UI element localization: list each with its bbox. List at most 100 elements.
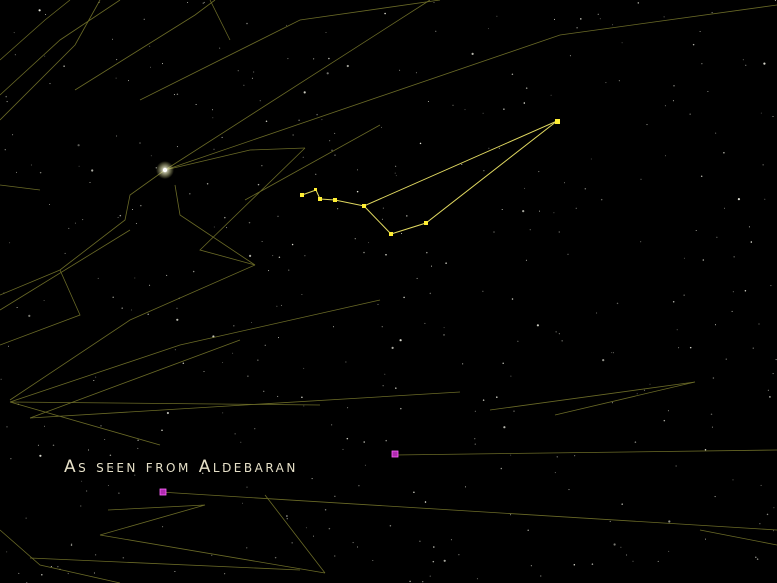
background-star: [605, 82, 607, 84]
background-star: [381, 326, 383, 328]
constellation-line: [244, 124, 381, 201]
background-star: [770, 285, 772, 287]
background-star: [189, 193, 191, 195]
background-star: [0, 378, 2, 380]
background-star: [93, 572, 95, 574]
background-star: [116, 135, 118, 137]
constellation-line: [99, 534, 326, 574]
constellation-line: [0, 184, 41, 191]
background-star: [259, 100, 261, 102]
background-star: [567, 253, 569, 255]
background-star: [222, 412, 224, 414]
background-star: [5, 95, 7, 98]
background-star: [12, 134, 14, 136]
background-star: [211, 554, 213, 556]
background-star: [695, 230, 697, 231]
background-star: [620, 546, 622, 548]
background-star: [676, 329, 678, 331]
background-star: [213, 148, 215, 150]
purple-square-marker-icon[interactable]: [159, 488, 167, 496]
background-star: [331, 424, 333, 426]
background-star: [301, 294, 303, 295]
background-star: [222, 362, 224, 363]
star-glow-icon[interactable]: [156, 161, 174, 179]
background-star: [400, 407, 402, 410]
background-star: [711, 426, 713, 428]
background-star: [97, 277, 99, 279]
background-star: [352, 542, 354, 544]
background-star: [675, 465, 677, 467]
background-star: [636, 393, 638, 395]
highlight-star: [333, 198, 337, 202]
background-star: [67, 573, 69, 575]
background-star: [43, 300, 45, 301]
background-star: [52, 444, 55, 446]
background-star: [107, 485, 109, 486]
background-star: [517, 340, 519, 342]
background-star: [602, 359, 605, 362]
background-star: [206, 182, 209, 185]
background-star: [329, 140, 331, 142]
background-star: [774, 0, 776, 1]
background-star: [212, 117, 214, 119]
purple-square-marker-icon[interactable]: [391, 450, 399, 458]
background-star: [634, 441, 637, 443]
background-star: [399, 339, 402, 342]
background-star: [657, 560, 659, 562]
background-star: [111, 468, 113, 469]
background-star: [201, 472, 204, 474]
background-star: [756, 558, 759, 560]
background-star: [496, 396, 498, 398]
constellation-line: [99, 504, 206, 536]
background-star: [596, 312, 598, 314]
constellation-line: [9, 299, 381, 403]
constellation-line: [159, 491, 777, 531]
highlighted-stars[interactable]: [300, 119, 560, 236]
background-star: [591, 563, 594, 565]
background-star: [511, 73, 514, 75]
background-star: [50, 566, 52, 567]
background-star: [147, 313, 149, 315]
background-star: [119, 214, 122, 217]
background-star: [621, 42, 623, 44]
constellation-line: [29, 557, 301, 571]
background-star: [707, 91, 709, 92]
background-star: [500, 467, 503, 470]
background-star: [333, 326, 334, 328]
background-star: [45, 14, 47, 15]
background-star: [112, 38, 113, 40]
background-star: [381, 218, 383, 220]
background-star: [38, 9, 41, 12]
background-star: [381, 126, 382, 128]
background-star: [384, 12, 386, 15]
background-star: [302, 156, 304, 158]
background-star: [683, 257, 685, 259]
background-star: [162, 526, 164, 528]
constellation-line: [0, 269, 81, 346]
background-star: [522, 210, 525, 213]
highlight-star: [300, 193, 304, 197]
background-star: [287, 58, 289, 60]
background-star: [762, 164, 764, 166]
background-star: [385, 439, 387, 442]
background-star: [705, 538, 706, 540]
background-star: [254, 428, 256, 430]
background-star: [700, 175, 703, 177]
background-star: [672, 100, 674, 102]
background-star: [493, 231, 495, 233]
background-star: [257, 183, 260, 186]
background-star: [10, 458, 12, 460]
background-star: [143, 18, 145, 20]
background-star: [445, 262, 447, 264]
background-star: [162, 63, 163, 65]
background-star: [395, 175, 397, 177]
background-star: [597, 13, 599, 15]
background-star: [372, 560, 374, 561]
constellation-line: [164, 4, 777, 171]
background-star: [435, 30, 437, 32]
background-star: [482, 399, 485, 401]
constellation-line: [29, 391, 461, 419]
background-star: [16, 171, 17, 173]
background-star: [249, 254, 252, 257]
